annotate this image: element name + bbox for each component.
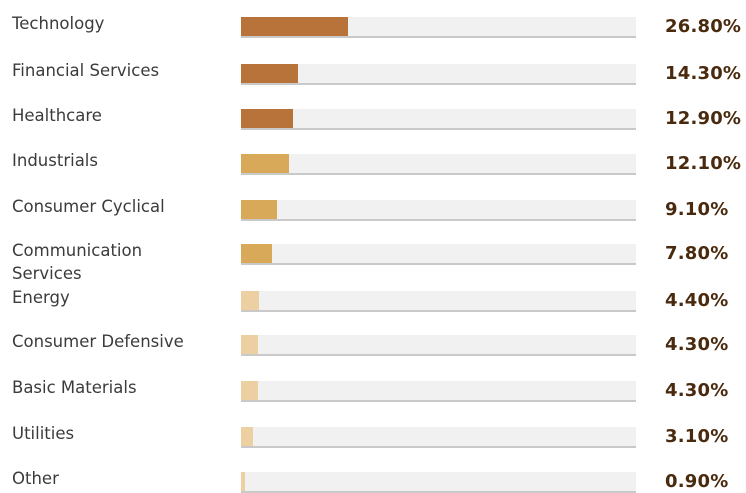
sector-percent: 9.10% [665,199,729,220]
sector-percent: 3.10% [665,426,729,447]
sector-label: Basic Materials [12,378,137,397]
sector-bar-fill [241,335,259,354]
sector-bar-track [241,17,636,38]
sector-row-utilities: Utilities 3.10% [0,422,746,448]
sector-row-consumer-defensive: Consumer Defensive 4.30% [0,330,746,356]
sector-row-financial-services: Financial Services 14.30% [0,59,746,85]
sector-bar-fill [241,244,273,263]
sector-percent: 12.90% [665,108,742,129]
sector-label: Communication Services [12,241,143,283]
sector-label: Industrials [12,151,98,170]
sector-bar-track [241,109,636,130]
sector-percent: 12.10% [665,153,742,174]
sector-label: Healthcare [12,106,102,125]
sector-bar-track [241,200,636,221]
sector-bar-track [241,154,636,175]
sector-row-industrials: Industrials 12.10% [0,149,746,175]
sector-percent: 7.80% [665,243,729,264]
sector-label: Utilities [12,424,75,443]
sector-bar-fill [241,291,259,310]
sector-bar-fill [241,200,278,219]
sector-percent: 26.80% [665,16,742,37]
sector-percent: 4.40% [665,290,729,311]
sector-label: Other [12,469,59,488]
sector-bar-fill [241,381,259,400]
sector-row-consumer-cyclical: Consumer Cyclical 9.10% [0,195,746,221]
sector-row-healthcare: Healthcare 12.90% [0,104,746,130]
sector-bar-track [241,64,636,85]
sector-label: Technology [12,14,105,33]
sector-bar-track [241,381,636,402]
sector-label: Consumer Defensive [12,332,184,351]
sector-percent: 4.30% [665,380,729,401]
sector-bar-track [241,472,636,493]
sector-bar-fill [241,427,254,446]
sector-percent: 14.30% [665,63,742,84]
sector-row-technology: Technology 26.80% [0,12,746,38]
sector-bar-fill [241,109,293,128]
sector-percent: 4.30% [665,334,729,355]
sector-bar-fill [241,472,245,491]
sector-bar-track [241,335,636,356]
sector-row-other: Other 0.90% [0,467,746,493]
sector-row-energy: Energy 4.40% [0,286,746,312]
sector-bar-track [241,291,636,312]
sector-row-communication-services: Communication Services 7.80% [0,239,746,283]
sector-bar-fill [241,154,290,173]
sector-bar-track [241,244,636,265]
sector-label: Energy [12,288,70,307]
sector-label: Financial Services [12,61,160,80]
sector-bar-fill [241,64,299,83]
sector-bar-track [241,427,636,448]
sector-percent: 0.90% [665,471,729,492]
sector-bar-fill [241,17,348,36]
sector-row-basic-materials: Basic Materials 4.30% [0,376,746,402]
sector-label: Consumer Cyclical [12,197,165,216]
